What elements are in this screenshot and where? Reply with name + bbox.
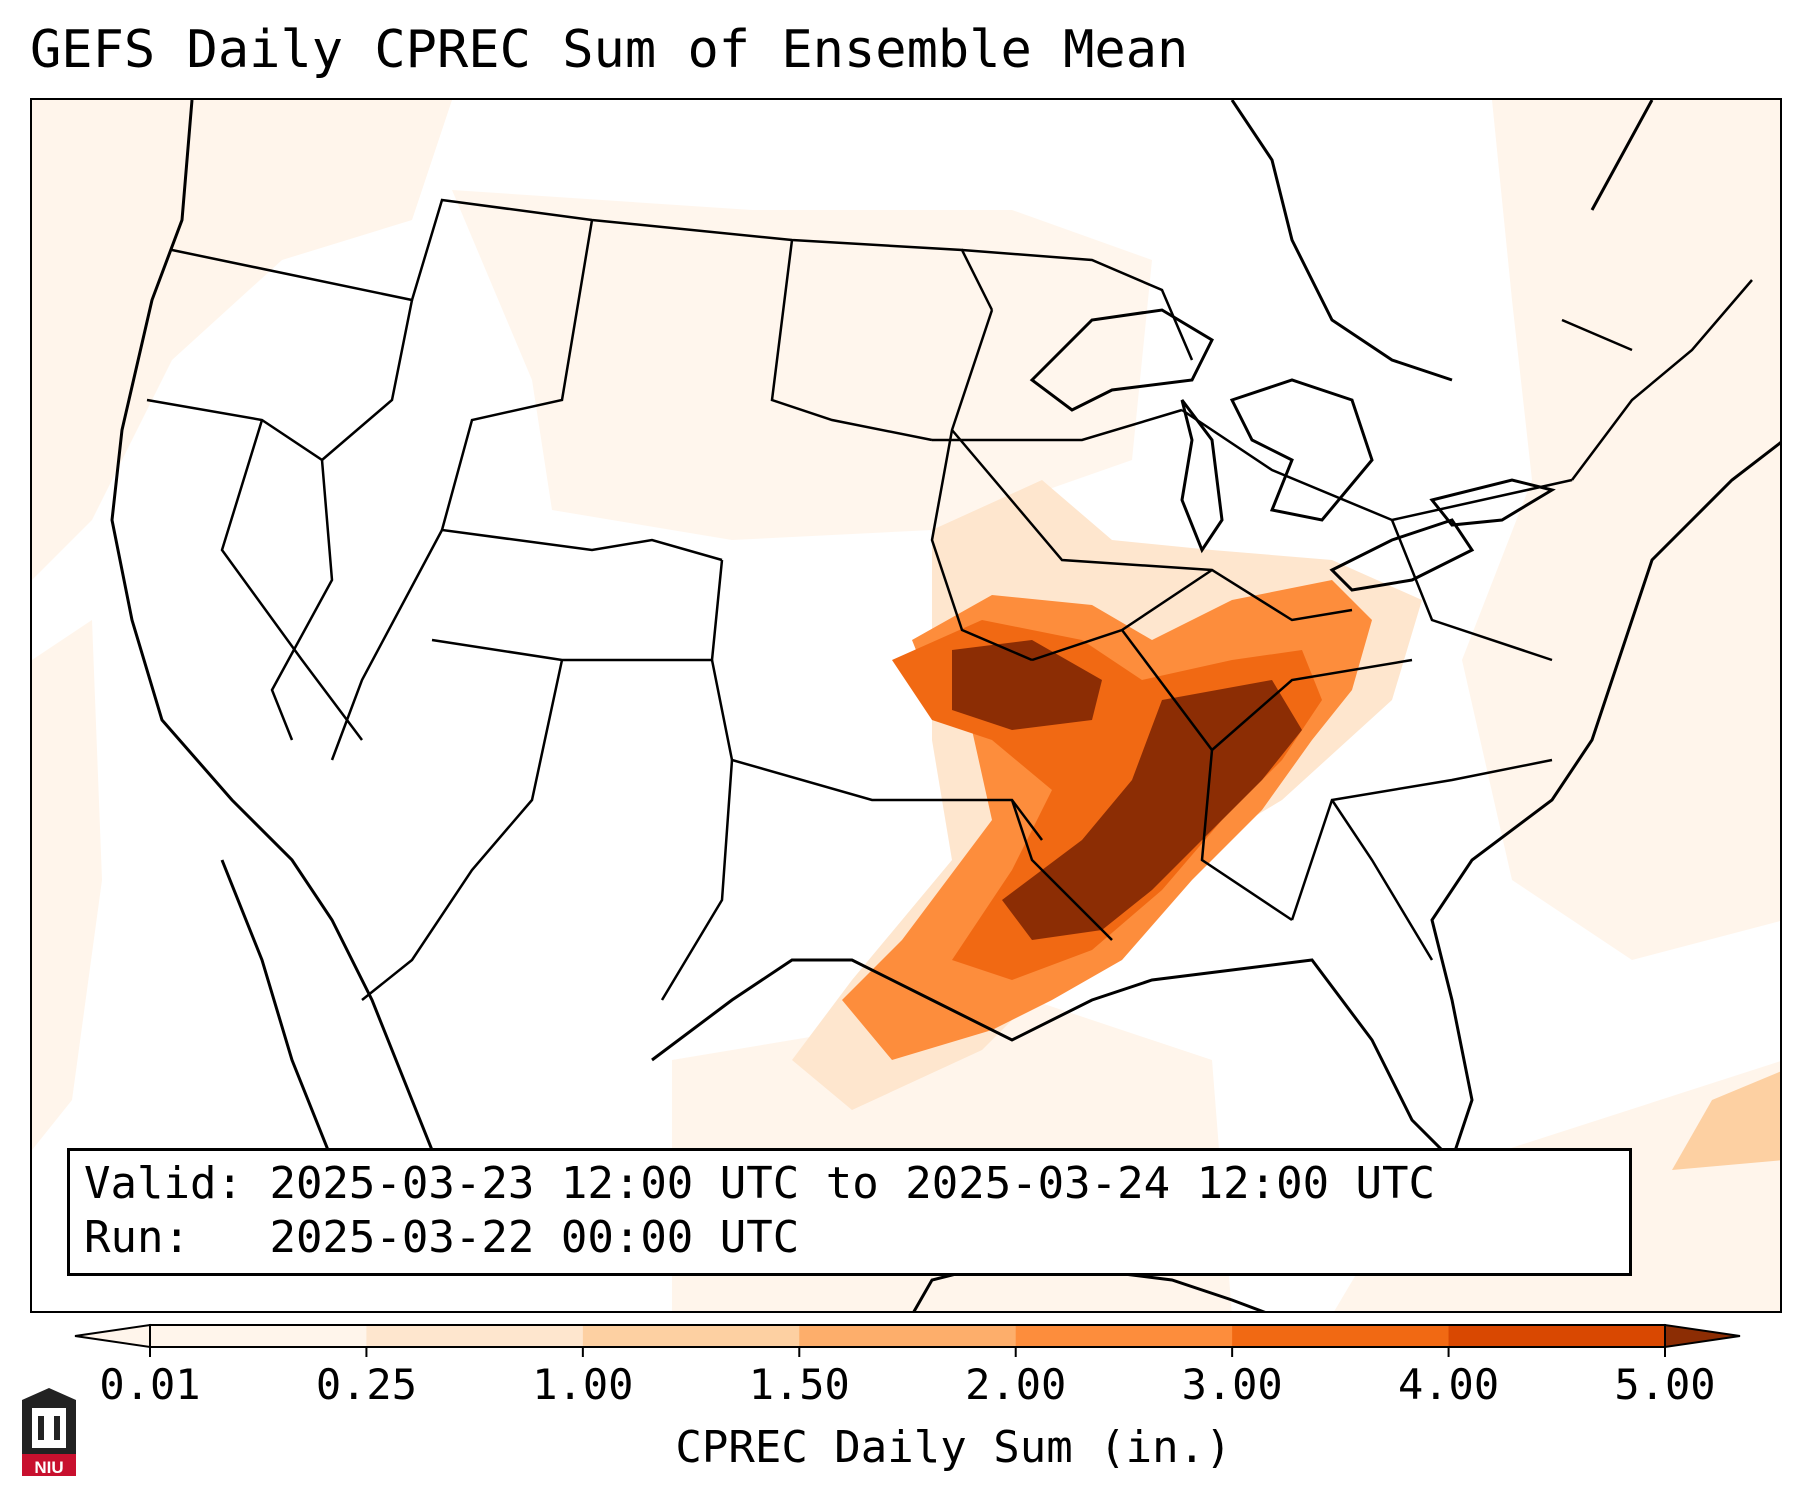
- colorbar-label: CPREC Daily Sum (in.): [675, 1422, 1232, 1473]
- valid-label: Valid:: [84, 1158, 243, 1209]
- colorbar-extend-min: [74, 1323, 151, 1349]
- colorbar-tick-label: 0.25: [315, 1360, 417, 1409]
- colorbar-segments: [74, 1323, 1741, 1349]
- colorbar-ticks: [149, 1347, 1666, 1357]
- colorbar-tick-label: 2.00: [965, 1360, 1067, 1409]
- great-lakes: [1029, 308, 1556, 592]
- colorbar-tick-label: 4.00: [1397, 1360, 1500, 1409]
- run-value: 2025-03-22 00:00 UTC: [269, 1212, 800, 1263]
- colorbar-outline: [149, 1324, 1666, 1348]
- niu-logo-icon: [22, 1388, 76, 1476]
- colorbar-segment: [1448, 1325, 1666, 1347]
- colorbar-tick-label: 0.01: [99, 1360, 201, 1409]
- colorbar-segment: [1232, 1325, 1450, 1347]
- valid-run-info-box: Valid: 2025-03-23 12:00 UTC to 2025-03-2…: [67, 1148, 1632, 1276]
- colorbar-segment: [582, 1325, 800, 1347]
- valid-value: 2025-03-23 12:00 UTC to 2025-03-24 12:00…: [269, 1158, 1436, 1209]
- run-label: Run:: [84, 1212, 190, 1263]
- niu-logo-text: NIU: [34, 1458, 64, 1477]
- colorbar-tick-label: 1.00: [532, 1360, 634, 1409]
- colorbar-tick-label: 3.00: [1181, 1360, 1283, 1409]
- colorbar-segment: [1015, 1325, 1233, 1347]
- colorbar-segment: [150, 1325, 367, 1347]
- colorbar-extend-max: [1664, 1323, 1741, 1349]
- precip-heavy-band: [842, 580, 1372, 1060]
- state-boundaries: [146, 198, 1753, 1001]
- colorbar-segment: [366, 1325, 584, 1347]
- colorbar-tick-label: 5.00: [1614, 1360, 1716, 1409]
- map-title: GEFS Daily CPREC Sum of Ensemble Mean: [30, 20, 1189, 80]
- colorbar-tick-label: 1.50: [748, 1360, 850, 1409]
- colorbar-segment: [799, 1325, 1017, 1347]
